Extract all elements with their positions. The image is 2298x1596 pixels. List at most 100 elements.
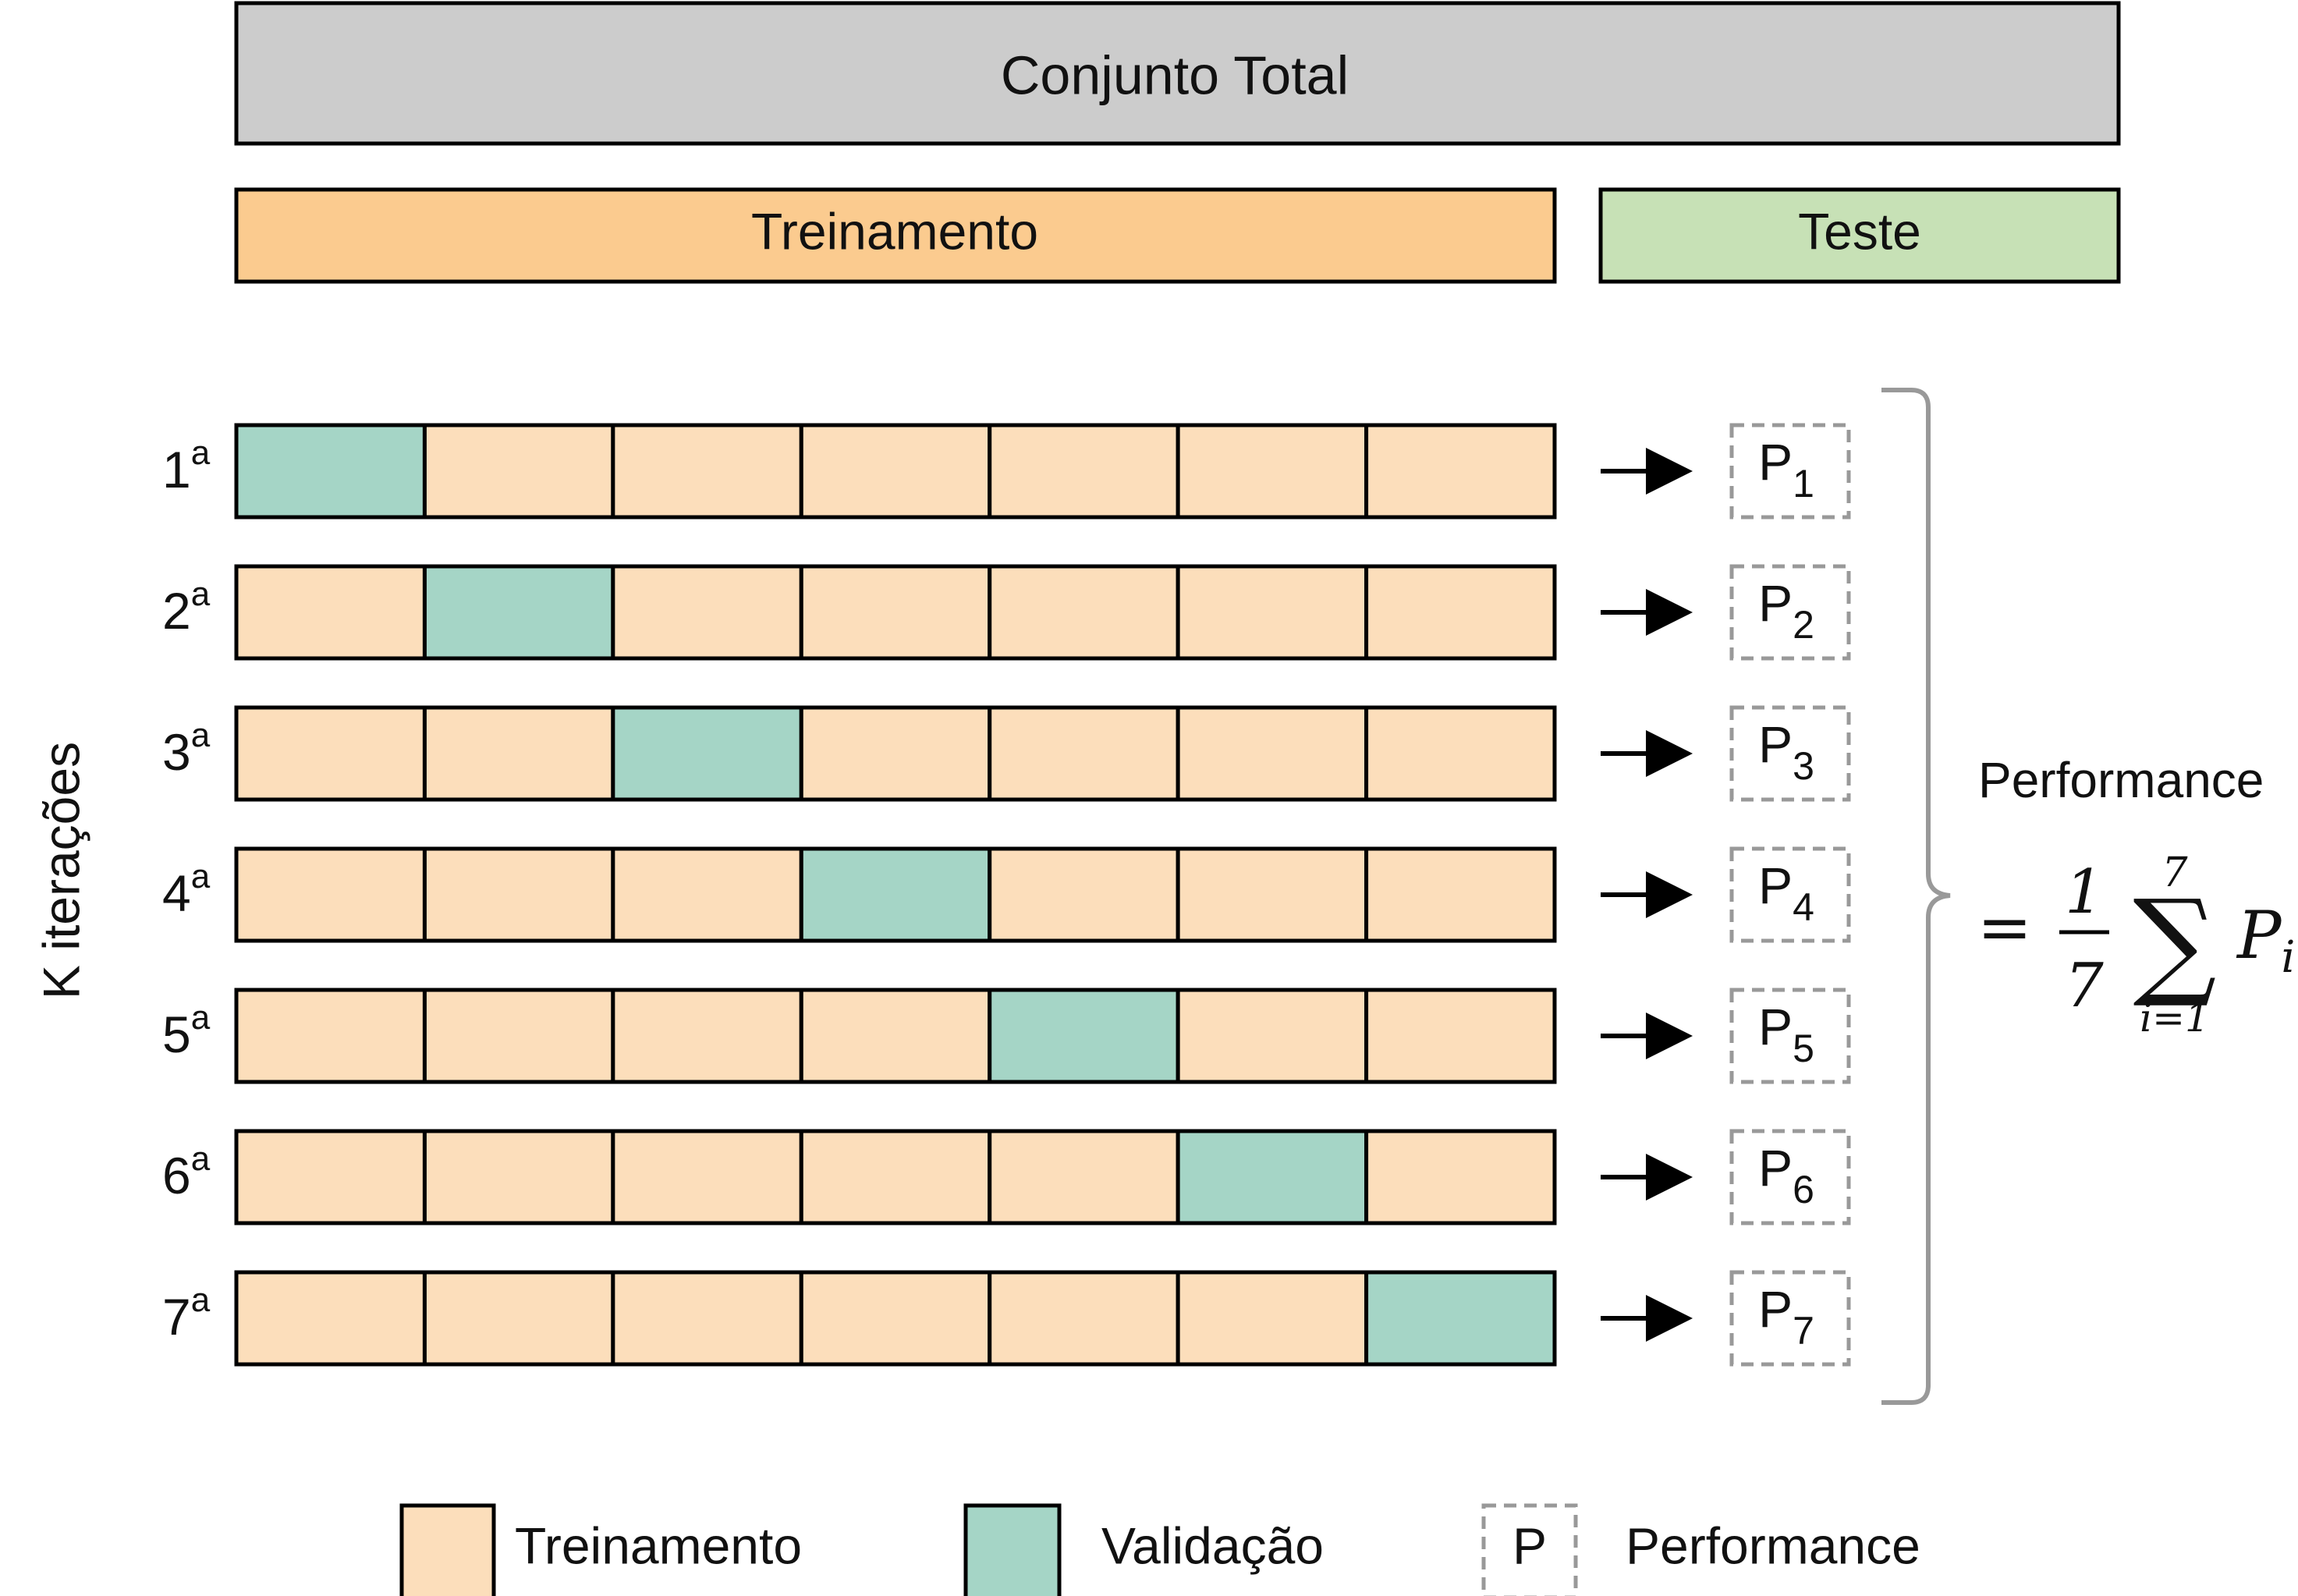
k-iterations-label: K iterações: [32, 742, 90, 999]
train-fold: [1176, 423, 1369, 520]
train-fold: [1364, 846, 1557, 943]
performance-subscript: 1: [1793, 462, 1814, 505]
train-fold: [611, 564, 803, 661]
train-fold: [1364, 705, 1557, 802]
ordinal-number: 3: [162, 723, 191, 781]
performance-box: [1729, 705, 1851, 802]
iteration-ordinal: 6a: [162, 1140, 211, 1204]
train-fold: [234, 564, 427, 661]
train-fold: [234, 705, 427, 802]
train-fold: [988, 1270, 1180, 1367]
legend-validation-label: Validação: [1101, 1516, 1324, 1574]
performance-box: [1729, 1270, 1851, 1367]
legend-perf-label: Performance: [1626, 1516, 1920, 1574]
ordinal-number: 4: [162, 864, 191, 922]
iteration-ordinal: 3a: [162, 716, 211, 781]
formula-lower-limit: i=1: [2140, 995, 2210, 1041]
performance-box: [1729, 846, 1851, 943]
total-set-label: Conjunto Total: [1001, 44, 1349, 105]
formula-term-sub: i: [2282, 932, 2296, 983]
performance-box: [1729, 423, 1851, 520]
ordinal-number: 2: [162, 582, 191, 640]
train-fold: [799, 1270, 992, 1367]
performance-symbol: P: [1758, 715, 1793, 773]
train-fold: [988, 846, 1180, 943]
train-fold: [799, 988, 992, 1084]
iteration-row: 3a P 3: [162, 705, 1851, 802]
performance-symbol: P: [1758, 1139, 1793, 1197]
ordinal-number: 5: [162, 1005, 191, 1063]
train-fold: [611, 988, 803, 1084]
train-fold: [611, 846, 803, 943]
train-fold: [422, 1270, 615, 1367]
performance-symbol: P: [1758, 998, 1793, 1055]
test-split-box: [1598, 187, 2121, 284]
performance-symbol: P: [1758, 857, 1793, 914]
summary-brace: [1881, 388, 1951, 1405]
train-fold: [1364, 423, 1557, 520]
train-fold: [1364, 1129, 1557, 1225]
iteration-ordinal: 2a: [162, 575, 211, 640]
ordinal-superscript: a: [191, 1281, 211, 1319]
performance-subscript: 7: [1793, 1309, 1814, 1353]
train-fold: [611, 1270, 803, 1367]
validation-fold: [1176, 1129, 1369, 1225]
test-split-label: Teste: [1798, 202, 1921, 260]
performance-label: P1: [1758, 433, 1814, 505]
train-fold: [422, 705, 615, 802]
legend-train-swatch: [399, 1503, 496, 1596]
train-split-box: [234, 187, 1557, 284]
formula-term: Pi: [2236, 897, 2295, 983]
validation-fold: [988, 988, 1180, 1084]
train-fold: [1176, 846, 1369, 943]
performance-subscript: 6: [1793, 1168, 1814, 1211]
validation-fold: [1364, 1270, 1557, 1367]
performance-label: P6: [1758, 1139, 1814, 1211]
performance-subscript: 4: [1793, 885, 1814, 929]
legend-train-label: Treinamento: [515, 1516, 802, 1574]
performance-label: P7: [1758, 1280, 1814, 1353]
train-fold: [1176, 564, 1369, 661]
train-fold: [1176, 988, 1369, 1084]
formula-upper-limit: 7: [2161, 849, 2188, 896]
train-fold: [1364, 988, 1557, 1084]
iteration-row: 7a P7: [162, 1270, 1851, 1367]
train-fold: [1176, 1270, 1369, 1367]
train-fold: [234, 988, 427, 1084]
train-fold: [422, 846, 615, 943]
train-fold: [799, 1129, 992, 1225]
validation-fold: [234, 423, 427, 520]
train-split-label: Treinamento: [751, 202, 1038, 260]
train-fold: [1364, 564, 1557, 661]
performance-formula: = 1 7 7 ∑ i=1 Pi: [1977, 849, 2296, 1041]
ordinal-number: 1: [162, 441, 191, 498]
iteration-row: 1a P1: [162, 423, 1851, 520]
ordinal-superscript: a: [191, 857, 211, 896]
train-fold: [988, 1129, 1180, 1225]
formula-numerator: 1: [2065, 857, 2104, 927]
performance-subscript: 2: [1793, 603, 1814, 647]
train-fold: [234, 1129, 427, 1225]
validation-fold: [799, 846, 992, 943]
performance-symbol: P: [1758, 1280, 1793, 1338]
iteration-ordinal: 1a: [162, 434, 211, 498]
ordinal-number: 6: [162, 1147, 191, 1204]
validation-fold: [611, 705, 803, 802]
total-set-box: [234, 1, 2121, 146]
train-fold: [988, 564, 1180, 661]
ordinal-number: 7: [162, 1288, 191, 1346]
train-fold: [422, 423, 615, 520]
ordinal-superscript: a: [191, 575, 211, 613]
legend-perf-symbol: P: [1512, 1516, 1547, 1574]
train-fold: [799, 705, 992, 802]
train-fold: [1176, 705, 1369, 802]
performance-box: [1729, 1129, 1851, 1225]
performance-label: P5: [1758, 998, 1814, 1070]
legend: Treinamento Validação P Performance: [399, 1503, 1920, 1596]
legend-validation-swatch: [963, 1503, 1062, 1596]
formula-denominator: 7: [2065, 951, 2104, 1021]
train-fold: [611, 1129, 803, 1225]
iteration-ordinal: 4a: [162, 857, 211, 922]
train-fold: [988, 423, 1180, 520]
